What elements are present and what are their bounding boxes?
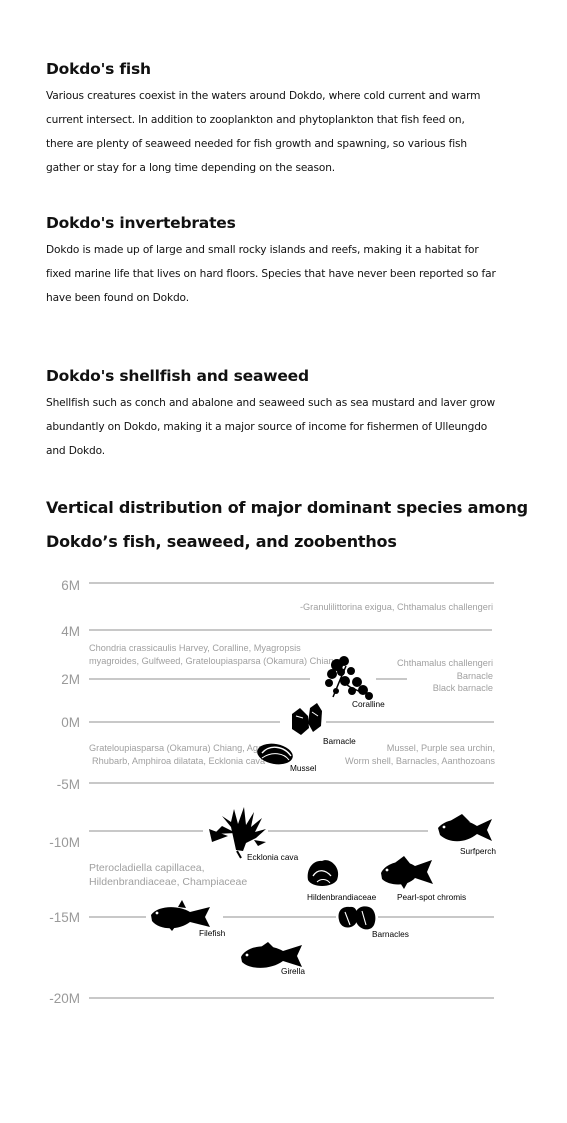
body-line: there are plenty of seaweed needed for f…	[46, 138, 467, 150]
surfperch-icon	[438, 814, 492, 842]
mussel-icon	[257, 743, 293, 765]
depth-label: -10M	[49, 835, 80, 850]
note-left-0m: Grateloupiasparsa (Okamura) Chiang, Agar…	[89, 743, 268, 753]
label-girella: Girella	[281, 966, 305, 976]
section-invertebrates: Dokdo's invertebrates Dokdo is made up o…	[46, 214, 526, 310]
depth-label: 6M	[61, 578, 80, 593]
pearlspot-chromis-icon	[381, 856, 433, 889]
section-title: Dokdo's fish	[46, 60, 151, 78]
barnacle-icon	[292, 703, 322, 735]
depth-label: -5M	[57, 777, 80, 792]
note-right-2m: Barnacle	[457, 671, 493, 681]
diagram-title-line: Dokdo’s fish, seaweed, and zoobenthos	[46, 532, 397, 551]
barnacles-icon	[338, 906, 376, 930]
body-line: fixed marine life that lives on hard flo…	[46, 268, 496, 280]
section-body: Dokdo is made up of large and small rock…	[46, 238, 526, 310]
ecklonia-icon	[209, 807, 266, 859]
note-left-10m: Hildenbrandiaceae, Champiaceae	[89, 876, 247, 888]
note-left-0m: Rhubarb, Amphiroa dilatata, Ecklonia cav…	[92, 756, 266, 766]
depth-labels: 6M 4M 2M 0M -5M -10M -15M -20M	[49, 578, 80, 1006]
note-right-2m: Black barnacle	[433, 683, 493, 693]
girella-icon	[241, 942, 302, 968]
coralline-icon	[325, 656, 373, 700]
diagram-title: Vertical distribution of major dominant …	[46, 491, 528, 559]
note-right-0m: Worm shell, Barnacles, Aanthozoans	[345, 756, 495, 766]
note-left-2m: myagroides, Gulfweed, Grateloupiasparsa …	[89, 656, 339, 666]
depth-label: 4M	[61, 624, 80, 639]
species-notes: -Granulilittorina exigua, Chthamalus cha…	[89, 602, 495, 888]
section-shellfish-seaweed: Dokdo's shellfish and seaweed Shellfish …	[46, 367, 526, 463]
diagram-title-line: Vertical distribution of major dominant …	[46, 498, 528, 517]
body-line: Dokdo is made up of large and small rock…	[46, 244, 479, 256]
body-line: have been found on Dokdo.	[46, 292, 189, 304]
depth-label: 0M	[61, 715, 80, 730]
section-fish: Dokdo's fish Various creatures coexist i…	[46, 60, 526, 180]
label-pearlspot: Pearl-spot chromis	[397, 892, 466, 902]
depth-label: 2M	[61, 672, 80, 687]
body-line: and Dokdo.	[46, 445, 105, 457]
depth-label: -20M	[49, 991, 80, 1006]
depth-label: -15M	[49, 910, 80, 925]
label-coralline: Coralline	[352, 699, 385, 709]
section-title: Dokdo's shellfish and seaweed	[46, 367, 309, 385]
note-right-0m: Mussel, Purple sea urchin,	[387, 743, 495, 753]
section-body: Shellfish such as conch and abalone and …	[46, 391, 526, 463]
body-line: Various creatures coexist in the waters …	[46, 90, 481, 102]
label-barnacle: Barnacle	[323, 736, 356, 746]
depth-lines	[89, 582, 494, 999]
body-line: abundantly on Dokdo, making it a major s…	[46, 421, 488, 433]
body-line: Shellfish such as conch and abalone and …	[46, 397, 496, 409]
label-ecklonia: Ecklonia cava	[247, 852, 299, 862]
note-left-2m: Chondria crassicaulis Harvey, Coralline,…	[89, 643, 301, 653]
label-mussel: Mussel	[290, 763, 316, 773]
hildenbrandiaceae-icon	[307, 860, 339, 886]
label-filefish: Filefish	[199, 928, 226, 938]
note-top-right: -Granulilittorina exigua, Chthamalus cha…	[300, 602, 493, 612]
species-labels: Coralline Barnacle Mussel Ecklonia cava …	[199, 699, 496, 976]
label-barnacles: Barnacles	[372, 929, 409, 939]
body-line: gather or stay for a long time depending…	[46, 162, 336, 174]
label-surfperch: Surfperch	[460, 846, 496, 856]
note-left-10m: Pterocladiella capillacea,	[89, 862, 205, 874]
label-hildenbrandiaceae: Hildenbrandiaceae	[307, 892, 377, 902]
section-title: Dokdo's invertebrates	[46, 214, 236, 232]
note-right-2m: Chthamalus challengeri	[397, 658, 493, 668]
section-body: Various creatures coexist in the waters …	[46, 84, 526, 180]
body-line: current intersect. In addition to zoopla…	[46, 114, 465, 126]
filefish-icon	[151, 900, 210, 931]
